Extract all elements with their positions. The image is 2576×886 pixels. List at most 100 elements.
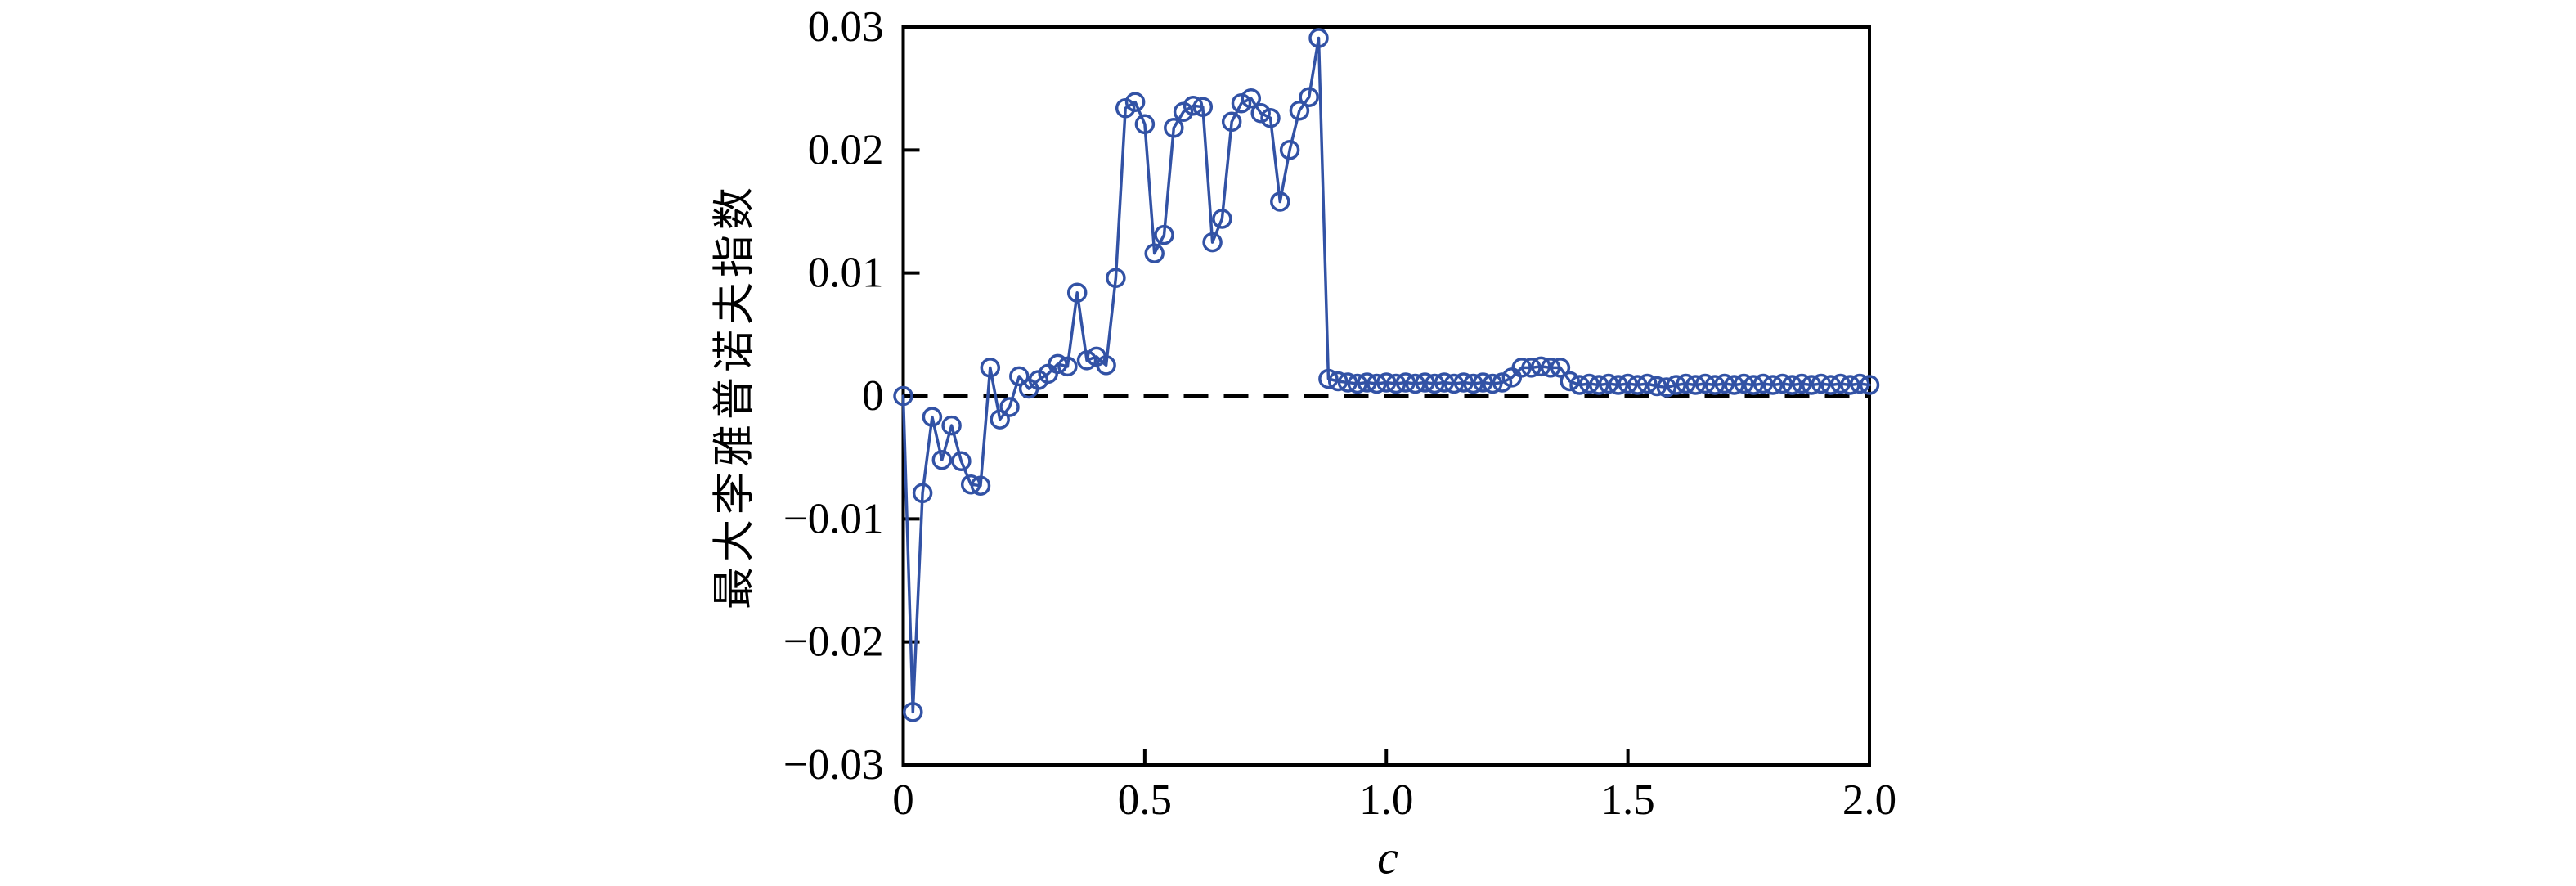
data-point-marker bbox=[1173, 101, 1194, 122]
data-point-marker bbox=[1637, 373, 1658, 394]
data-point-marker bbox=[980, 358, 1001, 378]
data-point-marker bbox=[1192, 97, 1214, 117]
data-point-marker bbox=[1134, 114, 1156, 135]
data-point-marker bbox=[1405, 373, 1425, 394]
data-point-marker bbox=[1752, 373, 1774, 394]
y-tick-label: −0.01 bbox=[783, 495, 884, 542]
data-point-marker bbox=[1830, 373, 1851, 394]
data-point-marker bbox=[903, 702, 923, 722]
data-point-marker bbox=[1473, 372, 1493, 393]
data-point-marker bbox=[1550, 358, 1571, 378]
data-point-marker bbox=[1250, 102, 1271, 124]
data-point-marker bbox=[1666, 375, 1686, 395]
data-point-marker bbox=[1415, 372, 1435, 393]
data-point-marker bbox=[1531, 356, 1551, 377]
data-point-marker bbox=[1425, 373, 1445, 394]
data-point-marker bbox=[1212, 209, 1232, 229]
data-point-marker bbox=[1685, 375, 1706, 395]
data-point-marker bbox=[1482, 373, 1503, 394]
data-point-marker bbox=[1724, 375, 1744, 395]
x-tick-label: 1.0 bbox=[1359, 776, 1413, 824]
data-point-marker bbox=[1608, 375, 1629, 395]
data-point-marker bbox=[951, 451, 972, 471]
data-point-marker bbox=[1096, 355, 1116, 376]
data-point-marker bbox=[1231, 92, 1252, 114]
y-tick-label: 0.02 bbox=[808, 126, 884, 173]
x-axis: 0 0.5 1.0 1.5 2.0 bbox=[892, 749, 1896, 824]
data-point-marker bbox=[1385, 373, 1407, 394]
data-point-marker bbox=[1327, 371, 1349, 392]
data-point-marker bbox=[1009, 366, 1030, 387]
data-point-marker bbox=[1859, 375, 1880, 395]
data-point-marker bbox=[1318, 368, 1339, 389]
y-tick-label: 0.01 bbox=[808, 250, 884, 297]
data-point-marker bbox=[1772, 373, 1793, 394]
data-point-marker bbox=[1840, 375, 1860, 395]
data-point-marker bbox=[1704, 375, 1726, 395]
data-point-marker bbox=[1106, 268, 1126, 288]
data-point-marker bbox=[1618, 373, 1638, 394]
data-point-marker bbox=[1734, 373, 1754, 394]
data-point-marker bbox=[1511, 358, 1532, 378]
y-axis-label: 最大李雅普诺夫指数 bbox=[711, 182, 759, 610]
data-point-marker bbox=[1066, 282, 1088, 303]
data-point-marker bbox=[1124, 92, 1146, 112]
data-point-marker bbox=[1270, 191, 1290, 212]
data-point-marker bbox=[1183, 95, 1204, 116]
data-point-marker bbox=[1588, 375, 1609, 395]
data-point-marker bbox=[1202, 232, 1223, 253]
data-point-marker bbox=[1463, 373, 1483, 394]
x-tick-label: 0.5 bbox=[1118, 776, 1172, 824]
data-point-marker bbox=[1048, 353, 1068, 375]
data-point-marker bbox=[1376, 372, 1397, 393]
data-point-marker bbox=[1792, 373, 1812, 394]
data-point-marker bbox=[922, 407, 943, 427]
y-tick-label: 0.03 bbox=[808, 3, 884, 51]
data-point-marker bbox=[1694, 373, 1716, 394]
data-point-marker bbox=[1308, 28, 1329, 48]
data-point-marker bbox=[1569, 375, 1590, 395]
data-point-marker bbox=[1221, 111, 1242, 133]
data-point-marker bbox=[1453, 372, 1474, 393]
data-point-marker bbox=[1241, 88, 1262, 109]
data-point-marker bbox=[1714, 373, 1735, 394]
data-point-marker bbox=[1367, 373, 1387, 394]
data-point-marker bbox=[941, 415, 962, 436]
x-axis-label: c bbox=[1377, 830, 1398, 884]
data-point-marker bbox=[1762, 375, 1784, 395]
data-point-marker bbox=[1076, 350, 1097, 371]
y-tick-label: −0.02 bbox=[783, 618, 884, 666]
series-markers bbox=[893, 28, 1880, 722]
data-point-marker bbox=[1676, 373, 1696, 394]
data-point-marker bbox=[1627, 375, 1648, 395]
data-point-marker bbox=[1434, 372, 1455, 393]
x-tick-label: 2.0 bbox=[1842, 776, 1896, 824]
data-point-marker bbox=[1743, 375, 1764, 395]
data-point-marker bbox=[1337, 372, 1358, 393]
x-tick-label: 0 bbox=[892, 776, 914, 824]
data-point-marker bbox=[1579, 373, 1600, 394]
data-point-marker bbox=[1164, 118, 1184, 138]
data-point-marker bbox=[1395, 372, 1416, 393]
data-point-marker bbox=[1443, 373, 1465, 394]
data-point-marker bbox=[1598, 373, 1619, 394]
data-point-marker bbox=[960, 474, 981, 495]
data-point-marker bbox=[1289, 100, 1310, 121]
data-point-marker bbox=[1154, 224, 1174, 245]
data-point-marker bbox=[990, 409, 1010, 430]
data-point-marker bbox=[1492, 372, 1513, 393]
data-point-marker bbox=[1801, 375, 1822, 395]
data-point-marker bbox=[1820, 375, 1841, 395]
y-axis: −0.03 −0.02 −0.01 0 0.01 0.02 0.03 bbox=[783, 3, 920, 789]
data-point-marker bbox=[970, 475, 991, 496]
data-point-marker bbox=[1849, 373, 1870, 394]
data-point-marker bbox=[912, 483, 933, 504]
data-point-marker bbox=[1115, 97, 1136, 119]
data-point-marker bbox=[1347, 373, 1368, 394]
data-point-marker bbox=[1646, 376, 1667, 397]
y-tick-label: 0 bbox=[862, 372, 884, 420]
data-point-marker bbox=[1279, 140, 1300, 160]
data-point-marker bbox=[931, 449, 953, 470]
